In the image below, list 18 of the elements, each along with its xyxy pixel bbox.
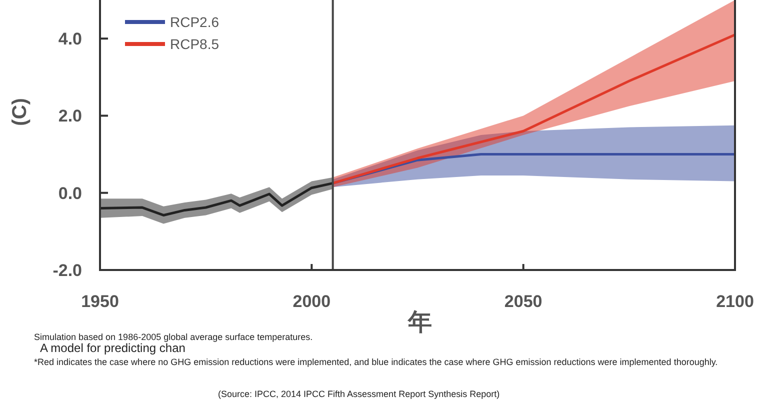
x-tick-label: 2050 [504,292,542,311]
text: (Source: IPCC, 2014 IPCC Fifth Assessment Report Synthesis Report) [218,389,500,399]
line-series [98,182,334,216]
x-tick-label: 1950 [81,292,119,311]
y-axis-title: (C) [9,98,31,126]
legend-label: RCP8.5 [170,36,220,52]
line-series [332,33,736,184]
legend-label: RCP2.6 [170,14,220,30]
y-tick-label: 0.0 [58,184,82,203]
text: *Red indicates the case where no GHG emission reductions were implemented, and blue indicates the case where GHG emission reductions were implemented thoroughly. [34,357,718,367]
y-tick-label: -2.0 [52,261,82,280]
x-axis-title: 年 [407,309,432,336]
text: A model for predicting chan [40,341,186,355]
x-tick-label: 2100 [716,292,754,311]
y-tick-label: 4.0 [58,30,82,49]
x-tick-label: 2000 [292,292,331,311]
text: Simulation based on 1986-2005 global average surface temperatures. [34,332,313,342]
y-tick-label: 2.0 [58,106,82,126]
